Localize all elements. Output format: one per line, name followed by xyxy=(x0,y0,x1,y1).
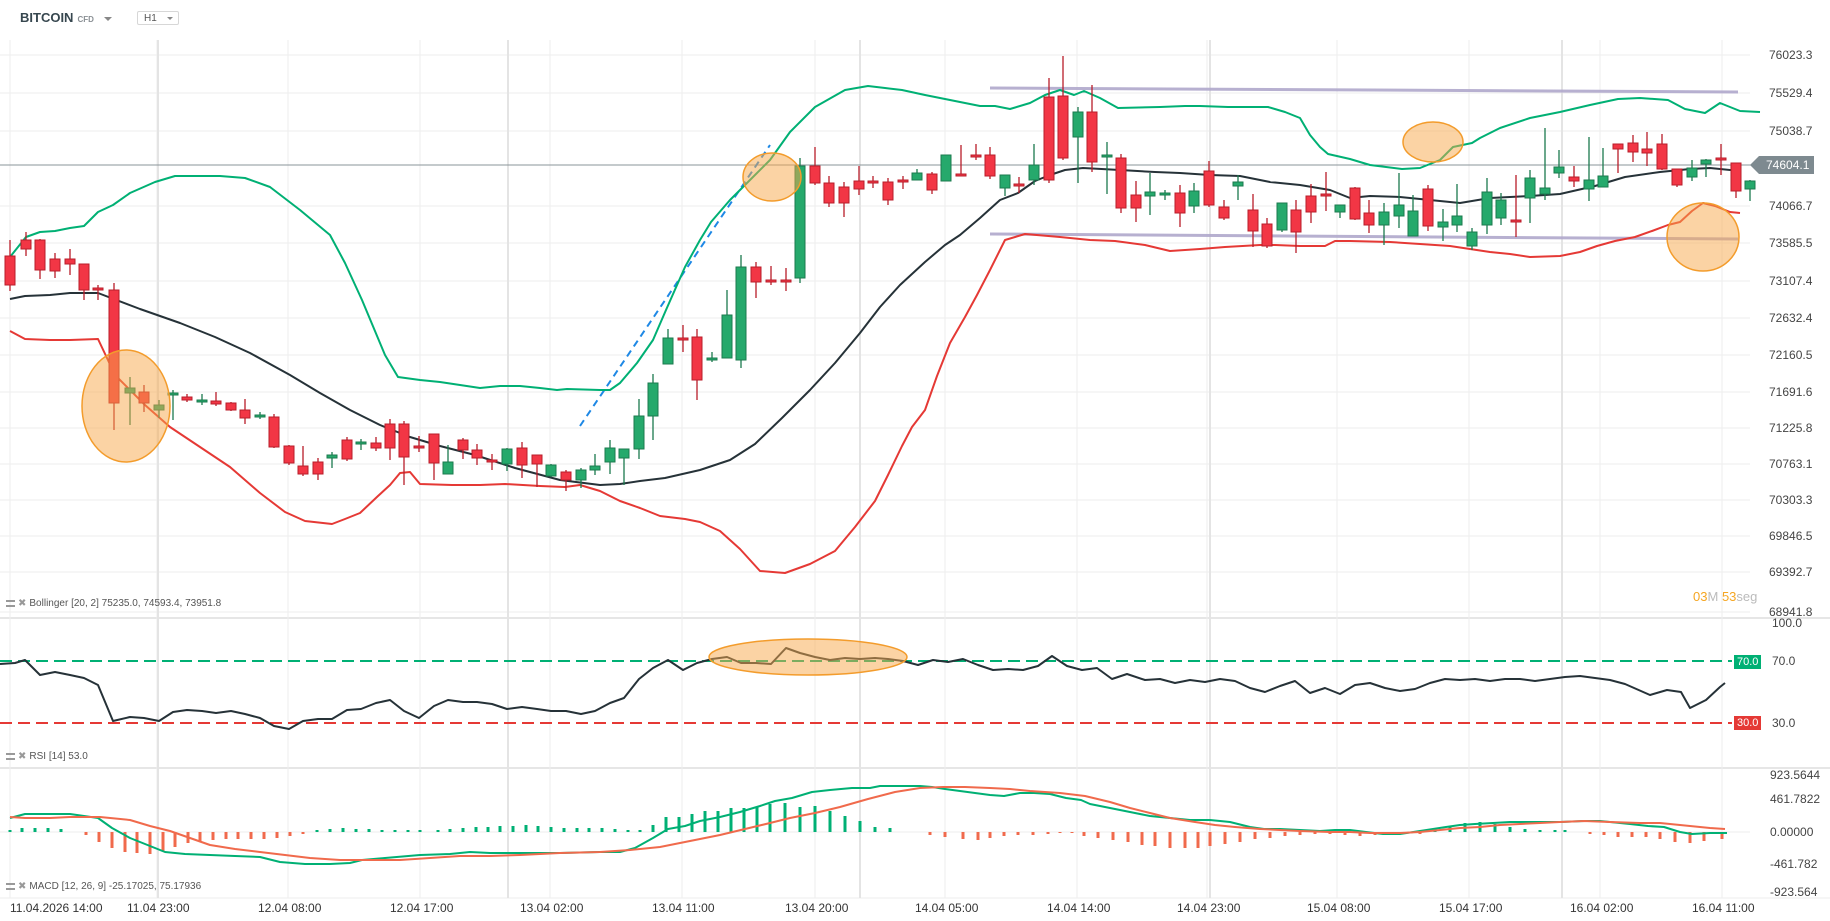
svg-text:30.0: 30.0 xyxy=(1772,716,1796,730)
bollinger-legend[interactable]: ✖ Bollinger [20, 2] 75235.0, 74593.4, 739… xyxy=(6,598,221,609)
svg-text:72632.4: 72632.4 xyxy=(1769,311,1813,325)
rsi-70-tag: 70.0 xyxy=(1734,655,1762,669)
svg-text:11.04 23:00: 11.04 23:00 xyxy=(127,901,190,915)
svg-text:73585.5: 73585.5 xyxy=(1769,236,1813,250)
svg-text:923.5644: 923.5644 xyxy=(1770,768,1820,782)
rsi-label: RSI [14] 53.0 xyxy=(29,751,88,762)
svg-text:13.04 11:00: 13.04 11:00 xyxy=(652,901,715,915)
symbol-type: CFD xyxy=(77,15,94,24)
settings-icon[interactable] xyxy=(6,882,15,890)
svg-text:71225.8: 71225.8 xyxy=(1769,421,1813,435)
svg-text:16.04 02:00: 16.04 02:00 xyxy=(1570,901,1634,915)
svg-text:70.0: 70.0 xyxy=(1772,654,1796,668)
countdown-sec-unit: seg xyxy=(1736,589,1758,604)
countdown-min-unit: M xyxy=(1707,589,1719,604)
svg-text:72160.5: 72160.5 xyxy=(1769,348,1813,362)
symbol-selector[interactable]: BITCOIN CFD xyxy=(20,10,112,25)
svg-text:75038.7: 75038.7 xyxy=(1769,124,1813,138)
close-icon[interactable]: ✖ xyxy=(18,881,27,892)
macd-legend[interactable]: ✖ MACD [12, 26, 9] -25.17025, 75.17936 xyxy=(6,881,201,892)
svg-text:74066.7: 74066.7 xyxy=(1769,199,1813,213)
settings-icon[interactable] xyxy=(6,599,15,607)
svg-text:12.04 08:00: 12.04 08:00 xyxy=(258,901,322,915)
bollinger-label: Bollinger [20, 2] 75235.0, 74593.4, 7395… xyxy=(29,598,222,609)
svg-text:13.04 02:00: 13.04 02:00 xyxy=(520,901,584,915)
rsi-30-tag: 30.0 xyxy=(1734,716,1762,730)
settings-icon[interactable] xyxy=(6,752,15,760)
svg-text:70303.3: 70303.3 xyxy=(1769,493,1813,507)
timeframe-value: H1 xyxy=(144,13,157,24)
svg-text:13.04 20:00: 13.04 20:00 xyxy=(785,901,849,915)
macd-label: MACD [12, 26, 9] -25.17025, 75.17936 xyxy=(29,881,202,892)
svg-text:68941.8: 68941.8 xyxy=(1769,605,1813,619)
svg-text:14.04 05:00: 14.04 05:00 xyxy=(915,901,979,915)
svg-text:-923.564: -923.564 xyxy=(1770,885,1818,899)
svg-text:73107.4: 73107.4 xyxy=(1769,274,1813,288)
svg-text:14.04 23:00: 14.04 23:00 xyxy=(1177,901,1241,915)
svg-text:69392.7: 69392.7 xyxy=(1769,565,1813,579)
svg-text:12.04 17:00: 12.04 17:00 xyxy=(390,901,454,915)
countdown-seconds: 53 xyxy=(1721,589,1737,604)
candle-countdown: 03M 53seg xyxy=(1693,589,1757,604)
svg-text:461.7822: 461.7822 xyxy=(1770,792,1820,806)
close-icon[interactable]: ✖ xyxy=(18,751,27,762)
svg-text:100.0: 100.0 xyxy=(1772,616,1802,630)
svg-text:70763.1: 70763.1 xyxy=(1769,457,1813,471)
countdown-minutes: 03 xyxy=(1693,589,1708,604)
svg-text:71691.6: 71691.6 xyxy=(1769,385,1813,399)
svg-text:76023.3: 76023.3 xyxy=(1769,48,1813,62)
svg-text:15.04 08:00: 15.04 08:00 xyxy=(1307,901,1371,915)
close-icon[interactable]: ✖ xyxy=(18,598,27,609)
svg-text:75529.4: 75529.4 xyxy=(1769,86,1813,100)
timeframe-select[interactable]: H1 xyxy=(137,11,179,25)
svg-text:15.04 17:00: 15.04 17:00 xyxy=(1439,901,1503,915)
chart-header: BITCOIN CFD H1 xyxy=(0,0,1830,36)
svg-text:14.04 14:00: 14.04 14:00 xyxy=(1047,901,1111,915)
rsi-legend[interactable]: ✖ RSI [14] 53.0 xyxy=(6,751,88,762)
svg-text:-461.782: -461.782 xyxy=(1770,857,1818,871)
svg-text:11.04.2026 14:00: 11.04.2026 14:00 xyxy=(10,901,103,915)
svg-text:0.00000: 0.00000 xyxy=(1770,825,1814,839)
symbol-name: BITCOIN xyxy=(20,10,74,25)
svg-text:69846.5: 69846.5 xyxy=(1769,529,1813,543)
current-price-tag: 74604.1 xyxy=(1749,156,1815,174)
chevron-down-icon xyxy=(103,16,112,21)
chevron-down-icon xyxy=(167,17,173,20)
svg-text:16.04 11:00: 16.04 11:00 xyxy=(1692,901,1755,915)
